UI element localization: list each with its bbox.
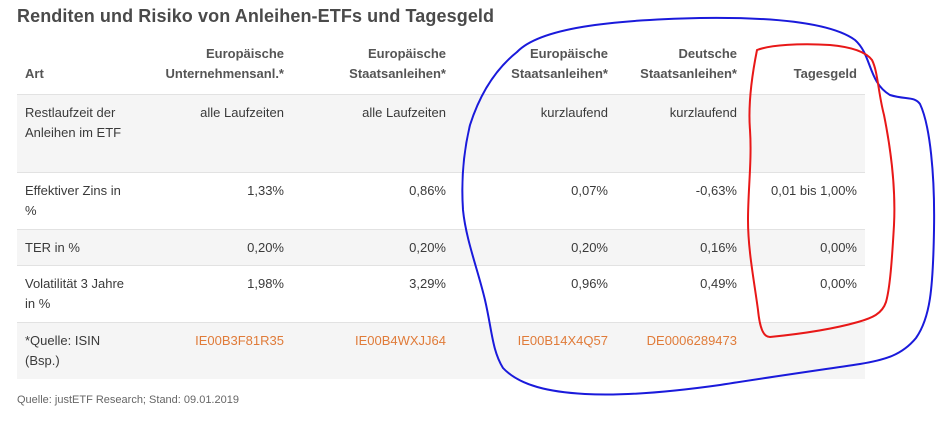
table-cell xyxy=(745,94,865,172)
table-cell: 0,49% xyxy=(700,275,737,291)
table-cell: -0,63% xyxy=(695,182,737,198)
table-cell: 0,96% xyxy=(571,275,608,291)
table-cell: 0,00% xyxy=(820,275,857,291)
table-cell: 0,86% xyxy=(409,182,446,198)
table-row: Volatilität 3 Jahre in % 1,98% 3,29% 0,9… xyxy=(17,265,865,322)
row-label-ter: TER in % xyxy=(25,239,80,255)
header-eu-government-short: Europäische Staatsanleihen* xyxy=(511,45,608,81)
table-row: *Quelle: ISIN (Bsp.) IE00B3F81R35 IE00B4… xyxy=(17,322,865,379)
header-tagesgeld: Tagesgeld xyxy=(793,65,857,81)
isin-link[interactable]: IE00B14X4Q57 xyxy=(517,332,608,348)
row-label-effektiver-zins: Effektiver Zins in % xyxy=(25,182,121,218)
table-cell: 1,98% xyxy=(247,275,284,291)
isin-link[interactable]: DE0006289473 xyxy=(646,332,737,348)
header-eu-government: Europäische Staatsanleihen* xyxy=(349,45,446,81)
isin-link[interactable]: IE00B3F81R35 xyxy=(195,332,284,348)
table-cell: 0,20% xyxy=(247,239,284,255)
header-de-government: Deutsche Staatsanleihen* xyxy=(640,45,737,81)
header-eu-corporate: Europäische Unternehmensanl.* xyxy=(165,45,284,81)
table-cell: 0,07% xyxy=(571,182,608,198)
table-cell: 0,00% xyxy=(820,239,857,255)
page-title: Renditen und Risiko von Anleihen-ETFs un… xyxy=(17,6,495,26)
table-cell xyxy=(745,322,865,379)
comparison-table: Art Europäische Unternehmensanl.* Europä… xyxy=(17,36,865,379)
table-row: TER in % 0,20% 0,20% 0,20% 0,16% 0,00% xyxy=(17,229,865,265)
table-row: Effektiver Zins in % 1,33% 0,86% 0,07% -… xyxy=(17,172,865,229)
table-cell: 0,20% xyxy=(409,239,446,255)
table-cell: 0,01 bis 1,00% xyxy=(770,182,857,198)
table-row: Restlaufzeit der Anleihen im ETF alle La… xyxy=(17,94,865,172)
source-note: Quelle: justETF Research; Stand: 09.01.2… xyxy=(17,394,239,406)
table-cell: alle Laufzeiten xyxy=(362,104,446,120)
table-header-row: Art Europäische Unternehmensanl.* Europä… xyxy=(17,36,865,94)
isin-link[interactable]: IE00B4WXJJ64 xyxy=(354,332,446,348)
row-label-restlaufzeit: Restlaufzeit der Anleihen im ETF xyxy=(25,104,122,140)
table-cell: 3,29% xyxy=(409,275,446,291)
table-cell: alle Laufzeiten xyxy=(200,104,284,120)
table-cell: 1,33% xyxy=(247,182,284,198)
header-art: Art xyxy=(25,65,44,81)
table-cell: kurzlaufend xyxy=(669,104,737,120)
table-cell: 0,16% xyxy=(700,239,737,255)
table-cell: 0,20% xyxy=(571,239,608,255)
row-label-quelle-isin: *Quelle: ISIN (Bsp.) xyxy=(25,332,101,368)
row-label-volatilitaet: Volatilität 3 Jahre in % xyxy=(25,275,125,311)
table-cell: kurzlaufend xyxy=(540,104,608,120)
